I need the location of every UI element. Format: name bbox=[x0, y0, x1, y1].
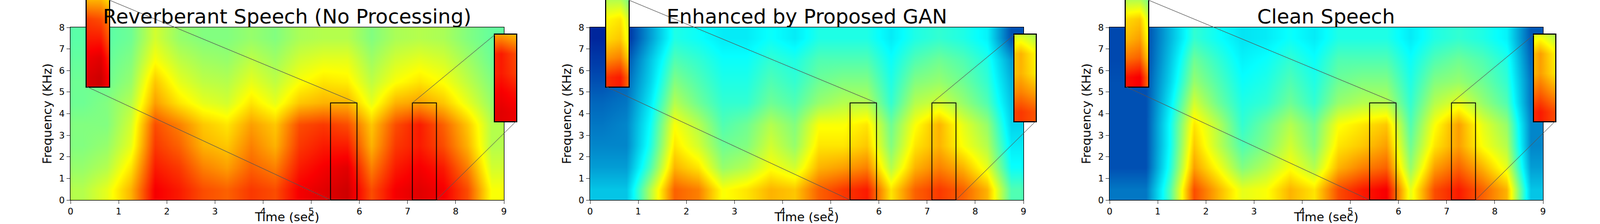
svg-text:Frequency (KHz): Frequency (KHz) bbox=[1079, 63, 1094, 164]
svg-text:6: 6 bbox=[578, 65, 585, 77]
svg-text:1: 1 bbox=[115, 206, 122, 217]
svg-text:Reverberant Speech (No Process: Reverberant Speech (No Processing) bbox=[102, 5, 472, 28]
svg-text:1: 1 bbox=[635, 206, 641, 217]
svg-text:2: 2 bbox=[1202, 206, 1209, 217]
svg-text:5: 5 bbox=[308, 206, 314, 217]
svg-text:Clean Speech: Clean Speech bbox=[1257, 5, 1395, 28]
svg-text:6: 6 bbox=[1098, 65, 1104, 77]
svg-text:Enhanced by Proposed GAN: Enhanced by Proposed GAN bbox=[666, 5, 948, 28]
svg-text:4: 4 bbox=[779, 206, 786, 217]
svg-text:5: 5 bbox=[1347, 206, 1353, 217]
svg-text:0: 0 bbox=[1106, 206, 1113, 217]
svg-text:Time (sec): Time (sec) bbox=[1293, 210, 1359, 224]
svg-text:9: 9 bbox=[1020, 206, 1027, 217]
svg-text:7: 7 bbox=[578, 43, 585, 55]
svg-text:7: 7 bbox=[59, 43, 65, 55]
svg-text:3: 3 bbox=[578, 130, 585, 141]
svg-text:3: 3 bbox=[731, 206, 738, 217]
svg-text:5: 5 bbox=[1098, 86, 1104, 98]
svg-text:9: 9 bbox=[1540, 206, 1546, 217]
svg-text:0: 0 bbox=[59, 195, 65, 206]
svg-text:8: 8 bbox=[452, 206, 459, 217]
svg-text:2: 2 bbox=[59, 151, 65, 163]
svg-text:1: 1 bbox=[578, 173, 585, 184]
svg-text:6: 6 bbox=[1395, 206, 1402, 217]
svg-text:2: 2 bbox=[163, 206, 170, 217]
svg-text:4: 4 bbox=[1098, 108, 1104, 120]
svg-text:0: 0 bbox=[67, 206, 74, 217]
svg-text:1: 1 bbox=[1154, 206, 1161, 217]
svg-text:Frequency (KHz): Frequency (KHz) bbox=[559, 63, 574, 164]
svg-text:3: 3 bbox=[1251, 206, 1257, 217]
svg-text:2: 2 bbox=[683, 206, 689, 217]
svg-text:Time (sec): Time (sec) bbox=[773, 210, 839, 224]
svg-text:4: 4 bbox=[59, 108, 65, 120]
svg-text:5: 5 bbox=[578, 86, 585, 98]
svg-text:1: 1 bbox=[59, 173, 65, 184]
svg-text:6: 6 bbox=[876, 206, 882, 217]
svg-text:6: 6 bbox=[59, 65, 65, 77]
svg-text:Frequency (KHz): Frequency (KHz) bbox=[40, 63, 55, 164]
svg-text:4: 4 bbox=[578, 108, 585, 120]
svg-text:3: 3 bbox=[59, 130, 65, 141]
svg-text:8: 8 bbox=[1492, 206, 1498, 217]
svg-text:7: 7 bbox=[1098, 43, 1104, 55]
svg-text:7: 7 bbox=[404, 206, 411, 217]
svg-text:8: 8 bbox=[1098, 22, 1104, 33]
svg-text:0: 0 bbox=[1098, 195, 1104, 206]
svg-text:9: 9 bbox=[501, 206, 507, 217]
svg-text:7: 7 bbox=[1443, 206, 1450, 217]
svg-text:4: 4 bbox=[1299, 206, 1305, 217]
svg-text:0: 0 bbox=[578, 195, 585, 206]
svg-text:6: 6 bbox=[356, 206, 363, 217]
svg-text:3: 3 bbox=[1098, 130, 1104, 141]
svg-text:3: 3 bbox=[211, 206, 218, 217]
svg-text:2: 2 bbox=[578, 151, 585, 163]
svg-text:Time (sec): Time (sec) bbox=[254, 210, 320, 224]
svg-text:8: 8 bbox=[59, 22, 65, 33]
svg-text:5: 5 bbox=[827, 206, 834, 217]
svg-text:2: 2 bbox=[1098, 151, 1104, 163]
svg-text:7: 7 bbox=[924, 206, 931, 217]
svg-text:1: 1 bbox=[1098, 173, 1104, 184]
svg-text:8: 8 bbox=[972, 206, 979, 217]
svg-text:0: 0 bbox=[587, 206, 593, 217]
svg-text:4: 4 bbox=[260, 206, 266, 217]
svg-text:8: 8 bbox=[578, 22, 585, 33]
svg-text:5: 5 bbox=[59, 86, 65, 98]
